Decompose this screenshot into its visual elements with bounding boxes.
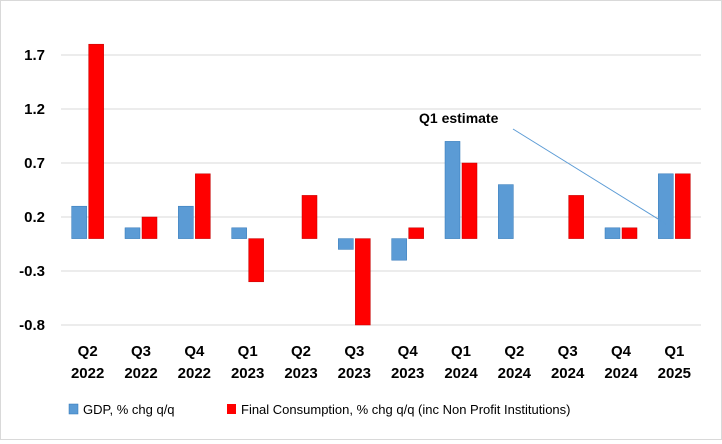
x-category-quarter: Q4 xyxy=(611,343,632,360)
bar-final-consumption-q4-2024 xyxy=(621,227,638,239)
bars xyxy=(71,43,691,326)
x-category-year: 2024 xyxy=(551,365,585,382)
x-category-quarter: Q1 xyxy=(664,343,684,360)
annotation: Q1 estimate xyxy=(419,110,667,225)
bar-gdp-q1-2025 xyxy=(658,173,674,239)
bar-gdp-q2-2022 xyxy=(71,205,87,239)
x-category-year: 2024 xyxy=(444,365,478,382)
x-axis-categories: Q2 2022 Q3 2022 Q4 2022 Q1 2023 Q2 2023 Q3 2023 Q4 20… xyxy=(71,343,691,382)
bar-gdp-q3-2022 xyxy=(124,227,141,239)
bar-gdp-q4-2024 xyxy=(604,227,621,239)
x-category-quarter: Q3 xyxy=(558,343,578,360)
bar-gdp-q2-2024 xyxy=(498,184,514,239)
y-tick-label: 1.7 xyxy=(24,47,45,64)
y-tick-label: 1.2 xyxy=(24,101,45,118)
bar-final-consumption-q3-2024 xyxy=(568,195,584,239)
x-category-year: 2024 xyxy=(604,365,638,382)
annotation-label: Q1 estimate xyxy=(419,110,499,126)
x-category-year: 2025 xyxy=(658,365,691,382)
x-category-quarter: Q3 xyxy=(344,343,364,360)
x-category-year: 2022 xyxy=(124,365,157,382)
x-category-year: 2022 xyxy=(178,365,211,382)
annotation-leader-line xyxy=(512,128,667,225)
bar-final-consumption-q1-2024 xyxy=(461,162,478,239)
bar-final-consumption-q3-2023 xyxy=(355,238,371,326)
y-tick-label: -0.3 xyxy=(19,263,45,280)
x-category-quarter: Q2 xyxy=(78,343,98,360)
y-tick-label: 0.2 xyxy=(24,209,45,226)
x-category-year: 2022 xyxy=(71,365,104,382)
x-category-year: 2023 xyxy=(391,365,424,382)
legend-label-gdp: GDP, % chg q/q xyxy=(83,402,175,417)
x-category-quarter: Q2 xyxy=(291,343,311,360)
y-tick-label: 0.7 xyxy=(24,155,45,172)
x-category-quarter: Q3 xyxy=(131,343,151,360)
bar-final-consumption-q2-2023 xyxy=(301,195,318,239)
legend-swatch-final-consumption xyxy=(227,404,236,414)
x-category-quarter: Q1 xyxy=(238,343,258,360)
bar-gdp-q4-2022 xyxy=(178,205,194,239)
bar-gdp-q1-2024 xyxy=(444,141,461,239)
bar-final-consumption-q4-2023 xyxy=(408,227,424,239)
bar-final-consumption-q4-2022 xyxy=(195,173,211,239)
bar-gdp-q3-2023 xyxy=(338,238,354,250)
y-axis-ticks: 1.7 1.2 0.7 0.2 -0.3 -0.8 xyxy=(19,47,45,334)
bar-final-consumption-q1-2025 xyxy=(675,173,691,239)
y-tick-label: -0.8 xyxy=(19,317,45,334)
bar-final-consumption-q3-2022 xyxy=(141,216,158,239)
legend-swatch-gdp xyxy=(68,403,79,415)
bar-final-consumption-q1-2023 xyxy=(248,238,264,283)
bar-final-consumption-q2-2022 xyxy=(88,43,104,239)
x-category-quarter: Q2 xyxy=(504,343,524,360)
x-category-quarter: Q4 xyxy=(184,343,205,360)
x-category-year: 2023 xyxy=(338,365,371,382)
bar-gdp-q4-2023 xyxy=(391,238,407,261)
x-category-quarter: Q1 xyxy=(451,343,471,360)
x-category-year: 2024 xyxy=(498,365,532,382)
x-category-year: 2023 xyxy=(231,365,264,382)
legend: GDP, % chg q/q Final Consumption, % chg … xyxy=(68,402,570,417)
x-category-year: 2023 xyxy=(284,365,317,382)
gridlines xyxy=(61,54,701,326)
x-category-quarter: Q4 xyxy=(398,343,419,360)
bar-gdp-q1-2023 xyxy=(231,227,247,239)
legend-label-final-consumption: Final Consumption, % chg q/q (inc Non Pr… xyxy=(241,402,570,417)
